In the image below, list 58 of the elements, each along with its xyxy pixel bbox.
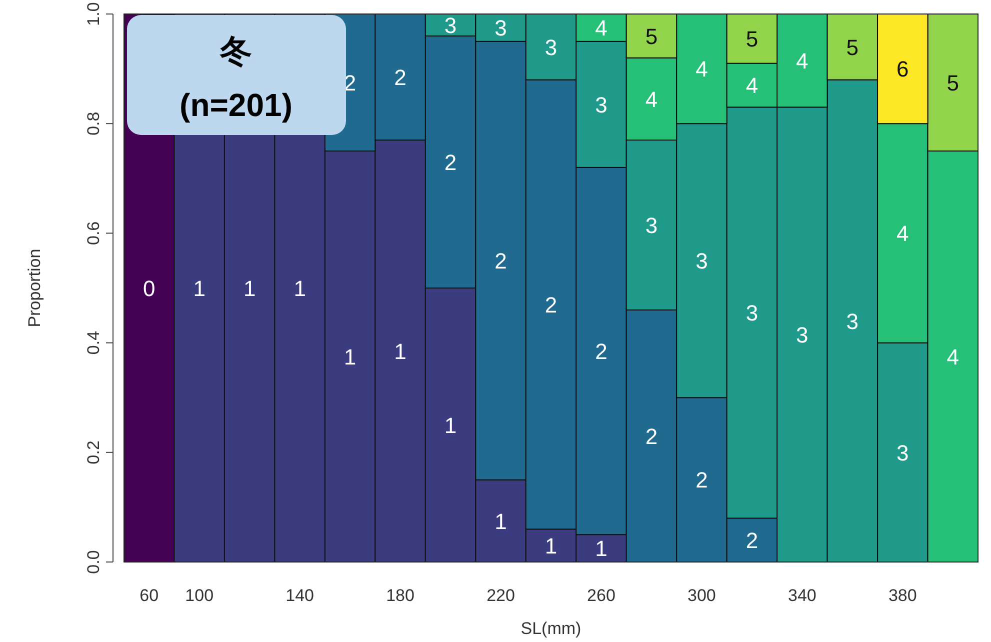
y-tick-label: 0.4 [84,330,103,355]
series-label: 3 [494,16,507,41]
series-label: 4 [595,16,608,41]
y-tick-label: 0.8 [84,112,103,136]
series-label: 0 [142,276,156,301]
text: 2 [645,424,658,449]
text: 3 [696,248,708,274]
x-tick-label: 220 [486,586,515,605]
text: 4 [896,221,909,246]
y-tick-label: 0.2 [84,440,103,464]
y-tick-label: 0.6 [84,221,103,246]
text: 3 [796,322,808,348]
series-label: 6 [896,56,909,82]
text: 3 [595,92,608,118]
text: 4 [746,73,758,98]
x-tick-label: 380 [888,586,917,605]
series-label: 5 [645,24,658,49]
x-tick-label: 60 [140,586,159,605]
text: 5 [746,26,758,52]
text: 3 [746,300,758,326]
text: 3 [444,12,457,38]
text: 4 [696,56,708,82]
x-axis-title: SL(mm) [520,619,582,638]
text: 2 [696,468,708,493]
x-tick-label: 300 [688,586,716,605]
text: 2 [494,248,507,274]
text: 4 [946,344,960,370]
text: 1 [394,338,406,364]
text: 1 [444,412,457,438]
y-tick-label: 0.0 [84,550,103,574]
text: 5 [846,34,859,60]
series-label: 2 [746,528,758,553]
text: 1 [193,276,206,301]
text: 5 [946,70,960,96]
title-box: 冬 (n=201) [127,15,346,135]
x-tick-label: 100 [185,586,214,605]
text: 3 [645,212,658,238]
text: 2 [544,292,558,318]
text: 3 [846,308,859,334]
y-axis-title: Proportion [25,248,44,328]
text: 1 [344,344,356,370]
text: 3 [544,34,558,60]
text: 2 [394,64,406,90]
text: 1 [494,508,507,534]
x-tick-label: 260 [587,586,616,605]
x-tick-label: 180 [386,586,414,605]
text: 4 [645,86,658,112]
series-label: 1 [595,536,608,562]
text: 1 [294,276,306,301]
text: 4 [796,48,808,74]
x-tick-label: 140 [286,586,314,605]
y-tick-label: 1.0 [84,2,103,26]
text: 1 [544,533,558,558]
text: 2 [444,150,457,175]
x-tick-label: 340 [788,586,816,605]
text: 3 [896,440,909,466]
text: 1 [243,276,256,301]
text: 2 [595,338,608,364]
